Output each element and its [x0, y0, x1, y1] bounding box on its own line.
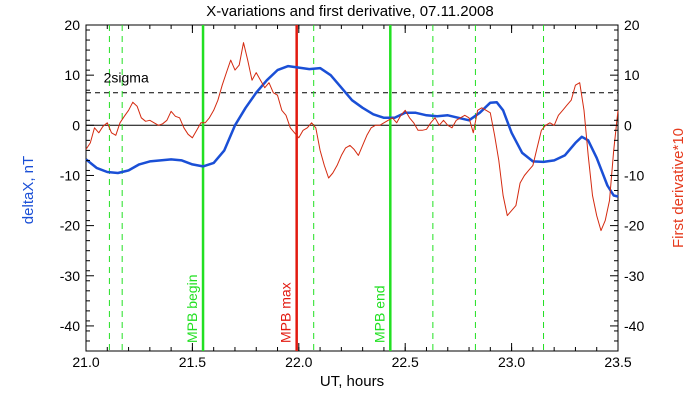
y-tick-label-left: 10 — [64, 67, 80, 83]
series-lines — [85, 42, 619, 232]
right-axis-title: First derivative*10 — [670, 128, 687, 248]
y-tick-label-right: -10 — [624, 167, 644, 183]
reference-lines — [86, 92, 618, 126]
series-line-deltaX — [85, 64, 619, 198]
x-tick-label: 21.5 — [179, 354, 206, 370]
marker-label-mpb-end: MPB end — [371, 285, 387, 343]
y-tick-label-left: -30 — [60, 268, 80, 284]
x-tick-label: 22.0 — [285, 354, 312, 370]
annotation-labels: 2sigma MPB begin MPB max MPB end — [104, 70, 388, 343]
axis-ticks: 21.0 21.5 22.0 22.5 23.0 23.5 20 20 10 10 0 0 -10 -10… — [60, 17, 645, 370]
threshold-label: 2sigma — [104, 70, 149, 86]
y-tick-label-left: -10 — [60, 167, 80, 183]
y-tick-label-left: 20 — [64, 17, 80, 33]
x-tick-label: 23.5 — [604, 354, 631, 370]
y-tick-label-right: 0 — [624, 117, 632, 133]
plot-frame — [85, 24, 619, 352]
y-tick-label-right: 20 — [624, 17, 640, 33]
chart-title: X-variations and first derivative, 07.11… — [206, 3, 493, 20]
y-tick-label-left: 0 — [72, 117, 80, 133]
x-tick-label: 23.0 — [498, 354, 525, 370]
x-tick-label: 21.0 — [72, 354, 99, 370]
marker-label-mpb-begin: MPB begin — [184, 275, 200, 343]
event-markers — [108, 25, 545, 351]
y-tick-label-right: -40 — [624, 318, 644, 334]
left-axis-title: deltaX, nT — [20, 156, 37, 224]
y-tick-label-left: -40 — [60, 318, 80, 334]
marker-label-mpb-max: MPB max — [278, 282, 294, 343]
x-axis-title: UT, hours — [320, 373, 384, 390]
x-tick-label: 22.5 — [392, 354, 419, 370]
y-tick-label-right: -30 — [624, 268, 644, 284]
y-tick-label-left: -20 — [60, 218, 80, 234]
y-tick-label-right: -20 — [624, 218, 644, 234]
series-line-derivative — [85, 42, 619, 232]
y-tick-label-right: 10 — [624, 67, 640, 83]
